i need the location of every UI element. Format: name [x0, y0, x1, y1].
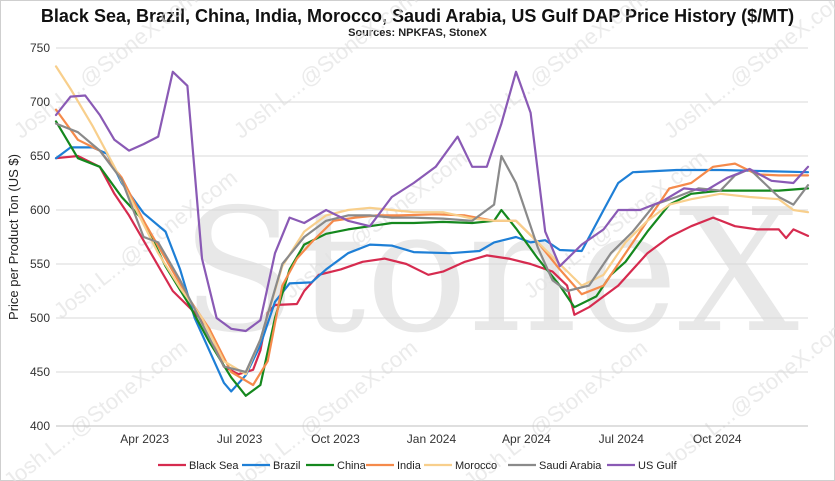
legend: Black Sea Brazil China India Morocco Saudi Ar… [158, 460, 677, 472]
legend-label: India [397, 460, 422, 472]
x-tick-label: Apr 2023 [120, 432, 169, 446]
legend-label: China [337, 460, 367, 472]
chart-title: Black Sea, Brazil, China, India, Morocco… [40, 6, 795, 26]
y-tick-label: 400 [30, 419, 50, 433]
x-tick-label: Jan 2024 [407, 432, 457, 446]
axes: 400 450 500 550 600 650 700 750 Apr 2023 Jul 2023… [6, 41, 808, 446]
legend-label: Morocco [455, 460, 497, 472]
legend-label: Saudi Arabia [539, 460, 602, 472]
y-axis-label: Price per Product Ton (US $) [6, 154, 21, 320]
legend-label: US Gulf [638, 460, 677, 472]
series-line-saudi-arabia [54, 122, 810, 374]
x-tick-label: Jul 2023 [217, 432, 263, 446]
watermark-repeat-text: Josh.L...@StoneX.com [229, 0, 422, 143]
chart-subtitle: Sources: NPKFAS, StoneX [348, 27, 487, 39]
watermark-repeat-text: Josh.L...@StoneX.com [659, 0, 835, 143]
legend-label: Black Sea [189, 460, 239, 472]
series-lines [54, 65, 810, 397]
y-tick-label: 750 [30, 41, 50, 55]
series-line-india [54, 108, 810, 387]
y-tick-label: 650 [30, 149, 50, 163]
y-tick-label: 550 [30, 257, 50, 271]
watermark-repeat-text: Josh.L...@StoneX.com [0, 335, 192, 481]
x-tick-label: Jul 2024 [599, 432, 645, 446]
series-line-china [54, 120, 810, 397]
x-tick-label: Oct 2024 [693, 432, 742, 446]
y-tick-label: 500 [30, 311, 50, 325]
x-tick-label: Oct 2023 [311, 432, 360, 446]
y-tick-label: 600 [30, 203, 50, 217]
watermark-repeat-text: Josh.L...@StoneX.com [459, 0, 652, 143]
series-line-brazil [54, 146, 810, 393]
series-line-morocco [54, 65, 810, 376]
x-tick-label: Apr 2024 [502, 432, 551, 446]
watermark-text: StoneX [181, 173, 799, 371]
series-line-us-gulf [54, 70, 810, 333]
y-tick-label: 450 [30, 365, 50, 379]
y-tick-label: 700 [30, 95, 50, 109]
legend-label: Brazil [273, 460, 301, 472]
